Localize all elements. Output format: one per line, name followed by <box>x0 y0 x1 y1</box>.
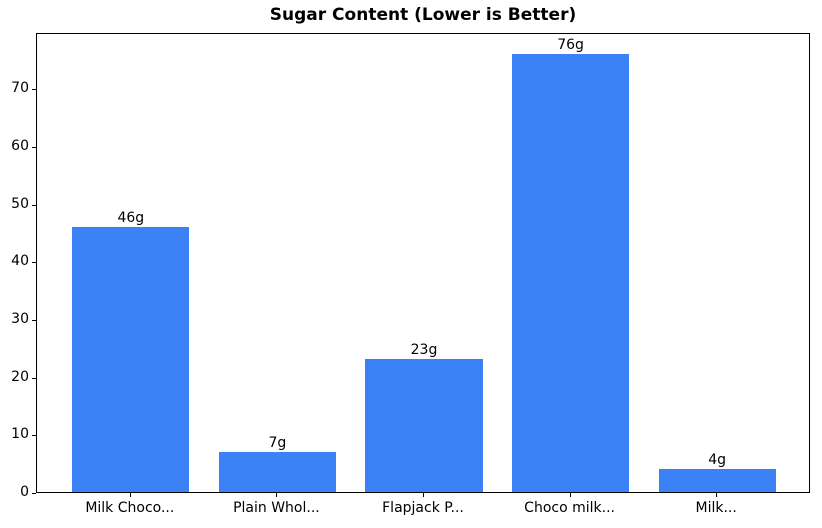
y-tick-label: 70 <box>11 80 29 97</box>
x-tick-label: Flapjack P... <box>382 500 464 516</box>
bar <box>218 451 337 492</box>
y-tick-mark <box>32 147 36 149</box>
x-tick-label: Choco milk... <box>524 500 615 516</box>
bar-value-label: 7g <box>268 434 287 451</box>
x-tick-mark <box>423 493 424 497</box>
x-tick-mark <box>276 493 278 497</box>
y-tick-mark <box>32 320 36 322</box>
bar-value-label: 23g <box>410 342 438 359</box>
y-tick-mark <box>32 89 36 91</box>
x-tick-label: Milk Choco... <box>85 500 175 516</box>
x-tick-mark <box>569 493 571 497</box>
y-tick-label: 10 <box>11 426 29 443</box>
bar <box>72 226 190 492</box>
x-tick-mark <box>129 493 131 497</box>
y-tick-mark <box>32 204 36 206</box>
y-tick-mark <box>32 377 36 379</box>
y-tick-mark <box>32 435 36 437</box>
bar-value-label: 46g <box>117 209 145 226</box>
y-tick-label: 50 <box>11 195 29 212</box>
x-tick-label: Plain Whol... <box>233 500 320 516</box>
x-tick-mark <box>716 493 718 497</box>
bar <box>365 359 483 492</box>
bar-value-label: 4g <box>708 451 727 468</box>
bar-value-label: 76g <box>557 36 584 53</box>
bar <box>658 468 776 492</box>
plot-area: 46g 7g 23g 76g 4g <box>36 33 810 493</box>
bar <box>511 53 630 492</box>
x-tick-label: Milk... <box>695 500 737 516</box>
y-tick-label: 20 <box>11 368 29 385</box>
y-tick-label: 30 <box>11 311 29 328</box>
chart-title: Sugar Content (Lower is Better) <box>269 5 577 25</box>
y-tick-mark <box>32 493 36 494</box>
y-tick-mark <box>32 262 36 264</box>
y-tick-label: 60 <box>11 138 29 155</box>
y-tick-label: 0 <box>20 484 29 500</box>
y-tick-label: 40 <box>11 253 29 270</box>
